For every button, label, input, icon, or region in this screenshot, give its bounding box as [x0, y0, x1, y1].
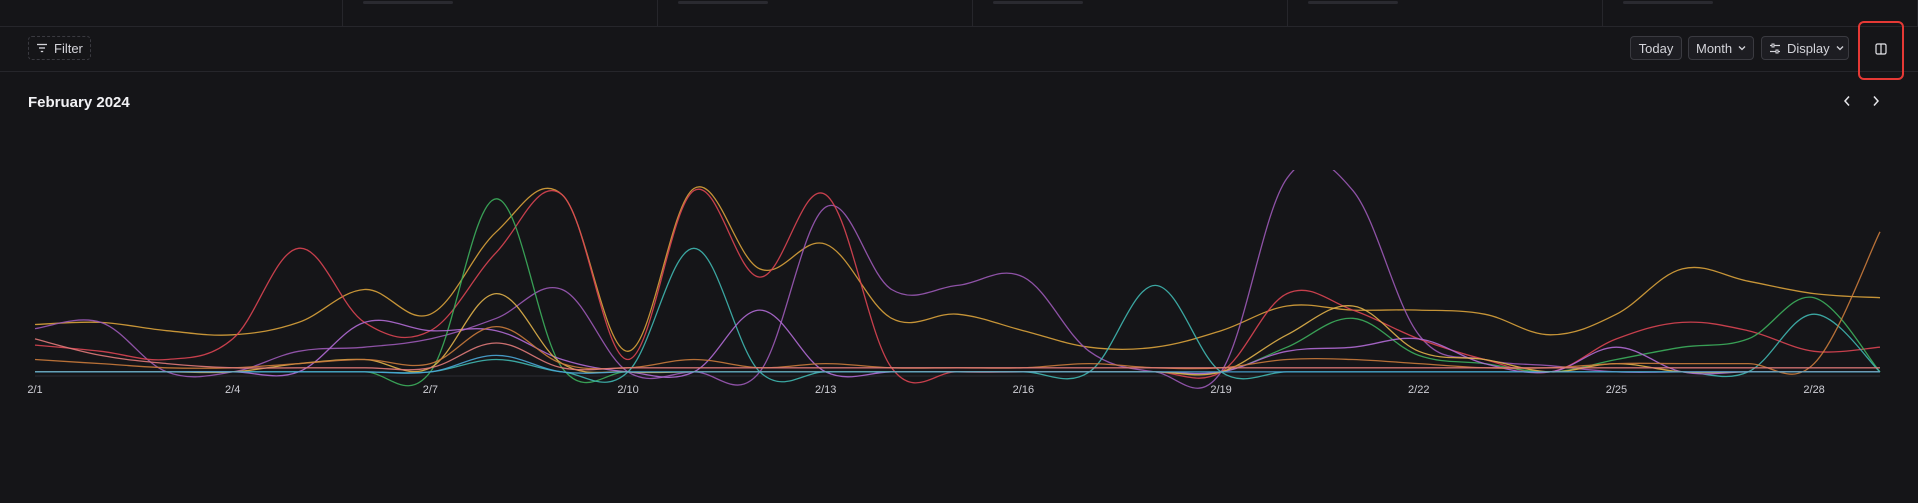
summary-cell: [343, 0, 658, 26]
sliders-icon: [1769, 43, 1781, 54]
month-label: Month: [1696, 40, 1733, 56]
today-button[interactable]: Today: [1630, 36, 1682, 60]
toolbar: Filter Today Month Display: [0, 21, 1918, 80]
summary-cell: [0, 0, 343, 26]
series-line-9: [34, 354, 1880, 374]
summary-cell: [973, 0, 1288, 26]
x-tick-label: 2/7: [423, 384, 438, 396]
series-line-1: [34, 186, 1881, 352]
chevron-down-icon: [1836, 45, 1844, 51]
x-tick-label: 2/19: [1210, 384, 1231, 396]
display-button[interactable]: Display: [1761, 36, 1849, 60]
today-label: Today: [1638, 40, 1674, 56]
split-view-button[interactable]: [1858, 21, 1904, 80]
previous-month-button[interactable]: [1839, 94, 1855, 112]
summary-cell: [1288, 0, 1603, 26]
series-line-10: [34, 338, 1880, 371]
x-tick-label: 2/16: [1013, 384, 1034, 396]
filter-label: Filter: [54, 40, 83, 56]
x-tick-label: 2/13: [815, 384, 836, 396]
x-tick-label: 2/28: [1803, 384, 1824, 396]
series-line-2: [34, 170, 1880, 389]
split-view-icon: [1875, 42, 1887, 60]
summary-strip: [0, 0, 1918, 27]
filter-button[interactable]: Filter: [28, 36, 91, 60]
chevron-right-icon: [1872, 94, 1880, 112]
x-tick-label: 2/1: [27, 384, 42, 396]
chevron-down-icon: [1738, 45, 1746, 51]
month-select[interactable]: Month: [1688, 36, 1754, 60]
x-tick-label: 2/4: [225, 384, 240, 396]
summary-cell: [658, 0, 973, 26]
filter-icon: [36, 43, 48, 53]
month-title: February 2024: [28, 94, 130, 111]
series-line-4: [34, 198, 1881, 387]
activity-line-chart: 2/1 2/4 2/7 2/10 2/13 2/16 2/19 2/22 2/25 2/28: [27, 170, 1881, 396]
x-tick-label: 2/25: [1606, 384, 1627, 396]
x-tick-label: 2/10: [617, 384, 638, 396]
chevron-left-icon: [1843, 94, 1851, 112]
next-month-button[interactable]: [1868, 94, 1884, 112]
display-label: Display: [1787, 40, 1830, 56]
x-tick-label: 2/22: [1408, 384, 1429, 396]
